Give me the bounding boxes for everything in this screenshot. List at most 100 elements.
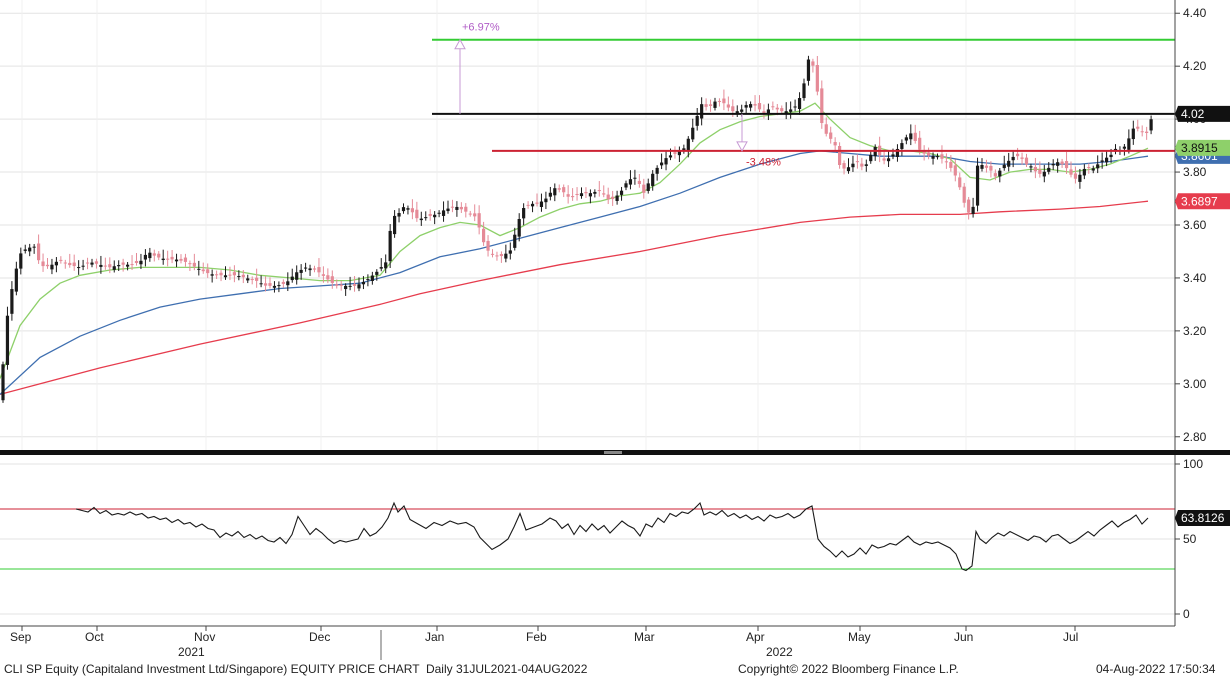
candle-body <box>806 59 811 81</box>
candle-body <box>473 213 477 217</box>
candle-body <box>272 285 277 288</box>
candle-body <box>851 163 855 168</box>
month-tick-label: May <box>848 630 871 644</box>
candle-body <box>50 264 54 270</box>
candle-body <box>5 315 10 365</box>
candle-body <box>557 188 561 190</box>
candle-body <box>299 269 303 273</box>
candle-body <box>1016 153 1020 157</box>
measure-arrow-head <box>454 38 466 50</box>
candle-body <box>388 230 392 262</box>
candle-body <box>562 187 566 193</box>
candle-body <box>326 275 330 280</box>
candle-body <box>984 165 989 168</box>
candle-body <box>989 165 993 171</box>
candle-body <box>789 109 793 112</box>
sma-mid-line <box>0 150 1149 395</box>
candle-body <box>886 158 891 162</box>
candle-body <box>797 98 802 110</box>
candle-body <box>1140 131 1144 133</box>
candle-body <box>891 154 895 157</box>
candle-body <box>513 234 517 248</box>
candle-body <box>927 152 931 156</box>
candle-body <box>441 210 446 216</box>
candle-body <box>206 269 210 274</box>
footer-chart-title: CLI SP Equity (Capitaland Investment Ltd… <box>4 662 588 676</box>
candle-body <box>415 209 419 219</box>
candle-body <box>94 261 99 264</box>
candle-body <box>922 151 926 154</box>
candle-body <box>1060 161 1064 165</box>
candle-body <box>615 195 619 201</box>
candle-body <box>192 262 196 267</box>
candle-body <box>882 158 886 161</box>
rsi-tick-label: 0 <box>1183 607 1190 621</box>
candle-body <box>201 269 205 272</box>
month-tick-label: Jul <box>1063 630 1078 644</box>
candle-body <box>539 201 544 207</box>
candle-body <box>619 190 624 195</box>
candle-body <box>998 170 1002 177</box>
footer-timestamp: 04-Aug-2022 17:50:34 <box>1096 662 1216 676</box>
candle-body <box>766 109 770 114</box>
candle-body <box>944 161 948 163</box>
candle-body <box>477 213 481 228</box>
divider-grip[interactable] <box>604 451 622 454</box>
price-tick-label: 3.00 <box>1183 377 1207 391</box>
candle-body <box>993 173 997 177</box>
candle-body <box>700 104 704 119</box>
candle-body <box>642 184 646 193</box>
candle-body <box>1029 166 1033 168</box>
candle-body <box>855 161 859 163</box>
candle-body <box>59 259 63 261</box>
candle-body <box>584 191 588 194</box>
rsi-tick-label: 100 <box>1183 457 1203 471</box>
price-y-ticks: 2.803.003.203.403.603.804.004.204.40 <box>1175 6 1207 444</box>
candle-body <box>668 155 673 158</box>
candle-body <box>775 107 779 110</box>
candle-body <box>23 249 27 251</box>
candle-body <box>753 104 757 106</box>
candle-body <box>579 193 584 197</box>
candle-body <box>522 208 526 219</box>
candle-body <box>228 274 232 276</box>
candle-body <box>664 158 668 165</box>
candle-body <box>846 167 851 172</box>
candle-body <box>232 272 236 276</box>
candle-body <box>633 177 637 179</box>
candle-body <box>508 250 512 254</box>
candle-body <box>250 279 254 281</box>
candle-body <box>41 261 45 267</box>
candle-body <box>815 65 819 92</box>
candle-body <box>935 156 940 158</box>
candle-body <box>197 268 201 270</box>
candle-body <box>490 253 495 255</box>
candle-body <box>811 61 815 66</box>
candle-body <box>179 258 183 261</box>
footer-copyright: Copyright© 2022 Bloomberg Finance L.P. <box>738 662 959 676</box>
candle-body <box>1096 164 1100 169</box>
candle-body <box>161 258 165 261</box>
rsi-value-tag-label: 63.8126 <box>1181 511 1225 525</box>
candle-body <box>348 285 352 287</box>
candle-body <box>504 253 508 259</box>
candle-body <box>526 204 530 206</box>
candle-body <box>14 268 18 292</box>
candle-body <box>148 252 152 259</box>
candle-body <box>597 190 601 192</box>
candle-body <box>571 196 575 198</box>
candle-body <box>32 246 36 248</box>
candle-body <box>446 208 450 212</box>
candle-body <box>740 109 744 112</box>
candle-body <box>971 206 975 214</box>
candle-body <box>824 124 828 134</box>
candle-body <box>1007 160 1011 167</box>
candle-body <box>967 199 971 213</box>
rsi-line <box>75 501 1149 572</box>
candle-body <box>290 276 294 281</box>
candle-body <box>188 263 192 265</box>
candle-body <box>77 267 81 269</box>
candle-body <box>90 262 94 265</box>
candle-body <box>860 163 864 167</box>
candle-body <box>517 219 521 237</box>
